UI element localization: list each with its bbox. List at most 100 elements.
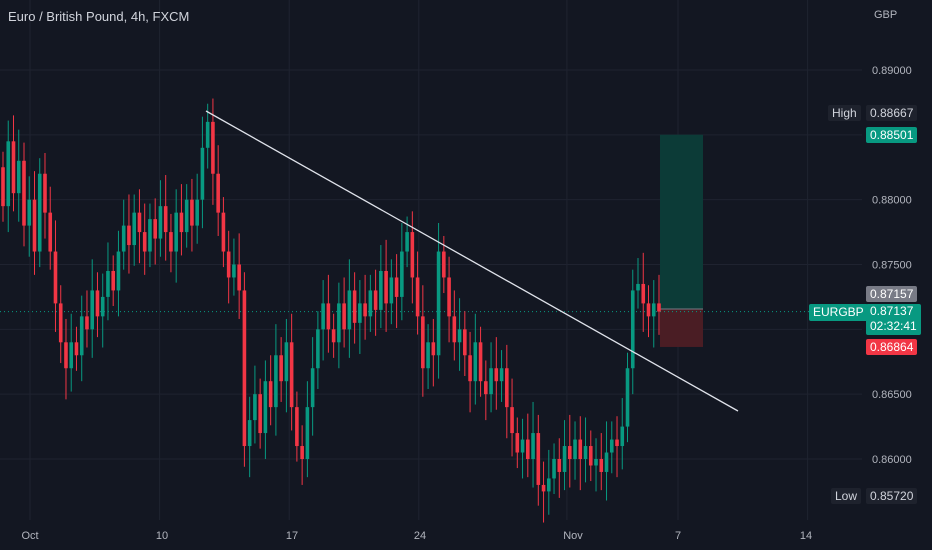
candle-body <box>137 212 142 233</box>
candle-body <box>347 290 352 330</box>
chart-title: Euro / British Pound, 4h, FXCM <box>8 9 190 24</box>
high-label: High <box>828 105 861 121</box>
candle-body <box>421 316 425 369</box>
candle-body <box>305 407 310 459</box>
candle-body <box>557 459 562 472</box>
candle-body <box>562 446 567 472</box>
profit-zone <box>660 134 703 309</box>
candle-body <box>431 342 436 356</box>
candle-body <box>426 342 430 369</box>
candle-body <box>127 225 131 246</box>
candle-body <box>394 277 399 297</box>
bar-countdown: 02:32:41 <box>870 319 917 333</box>
candle-body <box>630 290 635 369</box>
candle-body <box>552 459 556 479</box>
candle-body <box>90 290 95 330</box>
candle-body <box>604 452 609 472</box>
stop-price-tag: 0.86864 <box>866 339 918 355</box>
candle-body <box>337 303 341 343</box>
candle-body <box>415 277 420 317</box>
candle-body <box>1 167 5 207</box>
candle-body <box>609 439 614 453</box>
candle-body <box>405 232 409 252</box>
y-tick-label: 0.87500 <box>872 260 912 272</box>
candle-body <box>389 277 394 304</box>
candle-body <box>546 478 551 492</box>
candle-body <box>494 368 499 382</box>
candle-body <box>48 212 53 252</box>
candle-body <box>478 342 483 382</box>
trendline-layer <box>205 110 739 412</box>
candle-body <box>205 121 210 148</box>
candle-body <box>253 394 257 421</box>
candle-body <box>174 212 178 252</box>
candle-body <box>169 232 173 252</box>
y-tick-label: 0.86500 <box>872 389 912 401</box>
candle-body <box>142 232 147 252</box>
candle-body <box>79 316 84 356</box>
candle-body <box>641 283 646 304</box>
candle-body <box>242 290 247 447</box>
candle-body <box>22 160 26 226</box>
candle-body <box>489 368 493 395</box>
candle-body <box>400 251 404 297</box>
candle-body <box>58 303 63 343</box>
candle-body <box>32 199 37 252</box>
x-tick-label: Nov <box>563 530 583 542</box>
candle-body <box>442 251 446 278</box>
candle-body <box>132 212 136 246</box>
candle-body <box>211 121 215 174</box>
candles <box>1 98 661 523</box>
trendline <box>205 110 739 412</box>
candle-body <box>384 270 388 304</box>
candle-body <box>316 329 320 369</box>
candle-body <box>116 251 121 291</box>
x-tick-label: 24 <box>414 530 426 542</box>
candle-body <box>620 426 625 447</box>
candle-body <box>599 459 604 472</box>
last-price-tag: 0.87137 02:32:41 <box>866 304 921 335</box>
high-value: 0.88667 <box>866 105 918 121</box>
candle-body <box>331 329 336 343</box>
x-tick-label: 17 <box>286 530 298 542</box>
candle-body <box>520 439 525 453</box>
candle-body <box>505 368 509 408</box>
candle-body <box>541 484 546 492</box>
candle-body <box>352 290 357 323</box>
candle-body <box>326 303 331 330</box>
candle-body <box>85 316 89 330</box>
candle-body <box>447 277 451 317</box>
x-tick-label: 10 <box>156 530 168 542</box>
candle-body <box>190 199 194 226</box>
candle-body <box>452 316 457 343</box>
candle-body <box>163 206 168 233</box>
candle-body <box>594 459 598 466</box>
candle-body <box>363 303 367 317</box>
candle-body <box>473 342 478 382</box>
candle-body <box>148 219 152 252</box>
candle-body <box>531 433 535 459</box>
candle-body <box>106 270 110 297</box>
candle-body <box>295 407 299 447</box>
candle-body <box>567 446 572 459</box>
x-tick-label: 14 <box>800 530 812 542</box>
candle-body <box>284 342 289 382</box>
candle-body <box>64 342 68 369</box>
candle-body <box>263 381 268 434</box>
candle-body <box>289 342 294 408</box>
candle-body <box>226 251 231 278</box>
symbol-tag: EURGBP <box>809 304 868 321</box>
candle-body <box>274 355 278 408</box>
candle-body <box>526 439 530 459</box>
candle-body <box>510 407 514 434</box>
candle-body <box>358 303 362 323</box>
y-tick-label: 0.86000 <box>872 454 912 466</box>
candle-body <box>463 329 467 356</box>
candle-body <box>69 342 74 369</box>
candle-body <box>646 303 651 317</box>
candle-body <box>499 368 504 382</box>
candle-body <box>573 439 577 459</box>
candle-body <box>279 355 283 382</box>
candle-body <box>184 199 189 233</box>
